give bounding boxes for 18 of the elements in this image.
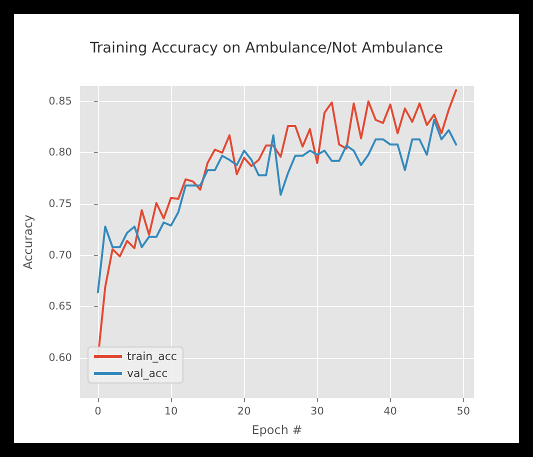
- line-series: [96, 118, 458, 294]
- x-tick-label: 0: [94, 406, 102, 418]
- legend-label: train_acc: [127, 350, 177, 363]
- y-axis-title: Accuracy: [21, 214, 35, 270]
- y-tick-label: 0.75: [48, 198, 72, 210]
- y-tick-label: 0.70: [48, 249, 72, 262]
- legend-label: val_acc: [127, 367, 168, 380]
- x-tick-label: 10: [164, 406, 178, 418]
- y-tick-label: 0.65: [48, 300, 72, 313]
- x-axis-title: Epoch #: [252, 423, 302, 437]
- x-tick-label: 20: [237, 406, 251, 418]
- x-tick-label: 30: [310, 406, 324, 418]
- y-tick-label: 0.60: [48, 352, 72, 364]
- y-tick-label: 0.80: [48, 146, 72, 159]
- x-tick-label: 40: [384, 406, 397, 418]
- x-tick-label: 50: [456, 406, 470, 418]
- y-tick-label: 0.85: [48, 95, 72, 108]
- chart-title: Training Accuracy on Ambulance/Not Ambulance: [88, 40, 444, 56]
